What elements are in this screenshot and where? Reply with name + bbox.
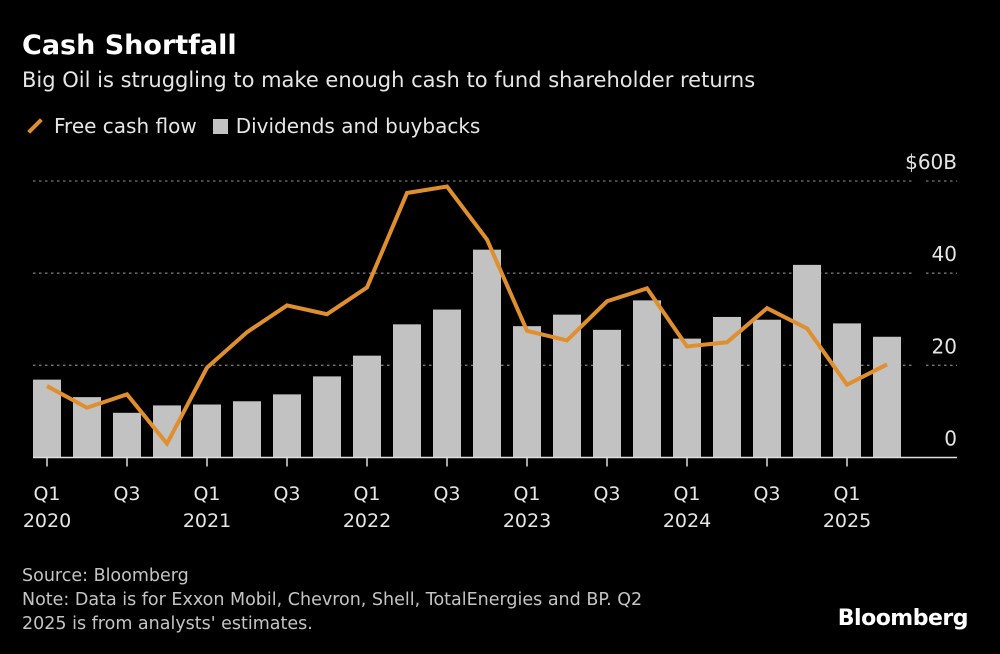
source-note: Source: Bloomberg [22, 566, 189, 586]
bar-q3-2022 [433, 309, 461, 458]
chart-subtitle: Big Oil is struggling to make enough cas… [22, 68, 756, 92]
legend-item-free-cash-flow: Free cash flow [22, 114, 197, 138]
legend-label: Dividends and buybacks [235, 114, 481, 138]
x-tick-label: Q3 [113, 483, 140, 505]
x-tick-label: Q1 [513, 483, 540, 505]
bar-q1-2025 [833, 323, 861, 458]
x-tick-label: Q1 [33, 483, 60, 505]
x-year-label: 2025 [823, 510, 871, 532]
x-tick-label: Q1 [193, 483, 220, 505]
bar-q1-2023 [513, 326, 541, 458]
bar-q1-2024 [673, 338, 701, 458]
bar-q4-2024 [793, 264, 821, 458]
y-tick-label: 0 [944, 427, 957, 451]
x-tick-label: Q3 [593, 483, 620, 505]
bar-q4-2022 [473, 249, 501, 458]
y-tick-label: 20 [932, 334, 957, 358]
x-year-label: 2022 [343, 510, 391, 532]
x-tick-label: Q3 [753, 483, 780, 505]
bar-swatch-icon [212, 118, 228, 134]
bar-q2-2021 [233, 401, 261, 458]
bar-q3-2023 [593, 329, 621, 458]
bar-q3-2021 [273, 394, 301, 458]
bar-q1-2021 [193, 404, 221, 458]
x-year-label: 2023 [503, 510, 551, 532]
bar-q2-2022 [393, 324, 421, 458]
bar-q3-2020 [113, 412, 141, 458]
chart-title: Cash Shortfall [22, 30, 237, 61]
y-tick-label: $60B [905, 150, 957, 174]
bar-q4-2021 [313, 376, 341, 458]
x-tick-label: Q1 [353, 483, 380, 505]
free-cash-flow-line [46, 184, 888, 448]
x-tick-label: Q3 [433, 483, 460, 505]
y-tick-label: 40 [932, 242, 957, 266]
bloomberg-logo: Bloomberg [837, 606, 969, 631]
x-tick-label: Q3 [273, 483, 300, 505]
bar-q1-2022 [353, 355, 381, 458]
x-tick-label: Q1 [833, 483, 860, 505]
x-year-label: 2021 [183, 510, 231, 532]
note-line-2: 2025 is from analysts' estimates. [22, 614, 313, 634]
legend: Free cash flow Dividends and buybacks [22, 114, 496, 138]
bar-q4-2023 [633, 300, 661, 458]
x-year-label: 2020 [23, 510, 71, 532]
x-year-label: 2024 [663, 510, 711, 532]
bar-q3-2024 [753, 319, 781, 458]
x-tick-label: Q1 [673, 483, 700, 505]
legend-label: Free cash flow [54, 114, 197, 138]
note-line-1: Note: Data is for Exxon Mobil, Chevron, … [22, 590, 643, 610]
bar-q2-2024 [713, 316, 741, 458]
legend-item-dividends: Dividends and buybacks [212, 114, 481, 138]
bar-q2-2025 [873, 336, 901, 458]
